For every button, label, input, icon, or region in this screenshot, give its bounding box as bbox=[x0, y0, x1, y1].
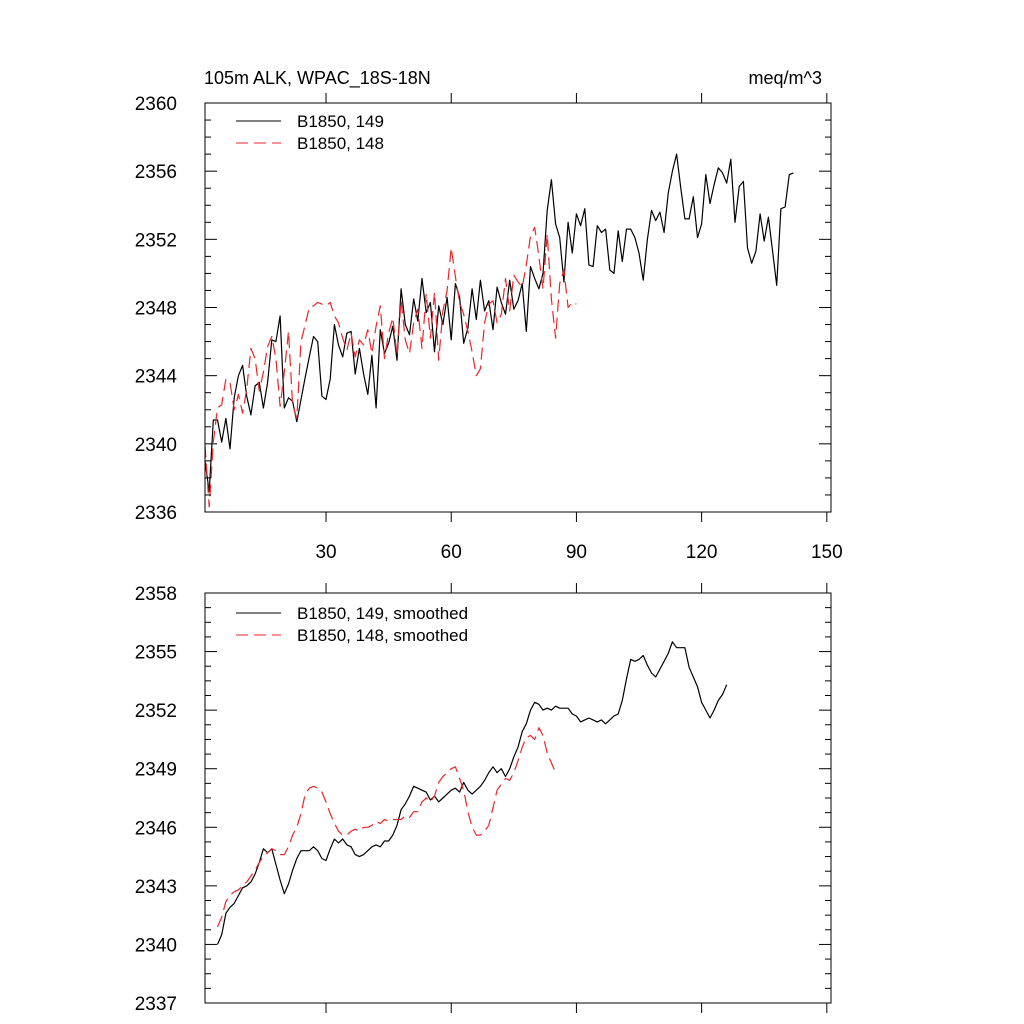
bottom-legend: B1850, 149, smoothed B1850, 148, smoothe… bbox=[236, 604, 468, 645]
bottom-ytick-label: 2352 bbox=[135, 701, 177, 722]
top-plot-frame bbox=[204, 102, 832, 513]
bottom-series-line-2 bbox=[216, 727, 557, 928]
top-ytick-label: 2340 bbox=[135, 435, 177, 456]
bottom-tick-layer: 2337 2340 2343 2346 2349 2352 2355 2358 bbox=[135, 583, 831, 1015]
top-series-line-1 bbox=[204, 153, 794, 493]
top-series-line-2 bbox=[204, 226, 577, 508]
top-xtick-label: 120 bbox=[686, 542, 718, 563]
top-series-layer bbox=[204, 153, 794, 508]
top-chart-units: meq/m^3 bbox=[749, 68, 822, 88]
top-xtick-label: 30 bbox=[315, 542, 336, 563]
bottom-ytick-label: 2337 bbox=[135, 994, 177, 1015]
bottom-legend-label-2: B1850, 148, smoothed bbox=[297, 626, 468, 645]
bottom-ytick-label: 2340 bbox=[135, 935, 177, 956]
bottom-series-layer bbox=[216, 641, 728, 945]
bottom-plot-frame bbox=[204, 592, 832, 1004]
top-xtick-label: 150 bbox=[811, 542, 843, 563]
bottom-ytick-label: 2358 bbox=[135, 584, 177, 605]
top-ytick-label: 2348 bbox=[135, 299, 177, 320]
bottom-panel: 2337 2340 2343 2346 2349 2352 2355 2358 B1850, … bbox=[135, 583, 832, 1015]
top-legend-label-2: B1850, 148 bbox=[297, 134, 384, 153]
bottom-ytick-label: 2349 bbox=[135, 760, 177, 781]
top-ytick-label: 2344 bbox=[135, 367, 178, 388]
top-legend: B1850, 149 B1850, 148 bbox=[236, 112, 384, 153]
bottom-ytick-label: 2346 bbox=[135, 818, 177, 839]
top-ytick-label: 2356 bbox=[135, 162, 177, 183]
bottom-ytick-label: 2355 bbox=[135, 643, 177, 664]
bottom-series-line-1 bbox=[216, 641, 728, 945]
top-xtick-label: 90 bbox=[566, 542, 587, 563]
top-legend-label-1: B1850, 149 bbox=[297, 112, 384, 131]
top-panel: 105m ALK, WPAC_18S-18N meq/m^3 233623402… bbox=[135, 68, 843, 563]
top-chart-title: 105m ALK, WPAC_18S-18N bbox=[204, 68, 431, 89]
top-xtick-label: 60 bbox=[441, 542, 462, 563]
bottom-ytick-label: 2343 bbox=[135, 877, 177, 898]
top-tick-layer: 2336 2340 2344 2348 2352 2356 2360 30 60 90 120 150 bbox=[135, 93, 843, 563]
top-ytick-label: 2352 bbox=[135, 230, 177, 251]
top-ytick-label: 2360 bbox=[135, 94, 177, 115]
bottom-legend-label-1: B1850, 149, smoothed bbox=[297, 604, 468, 623]
top-ytick-label: 2336 bbox=[135, 503, 177, 524]
